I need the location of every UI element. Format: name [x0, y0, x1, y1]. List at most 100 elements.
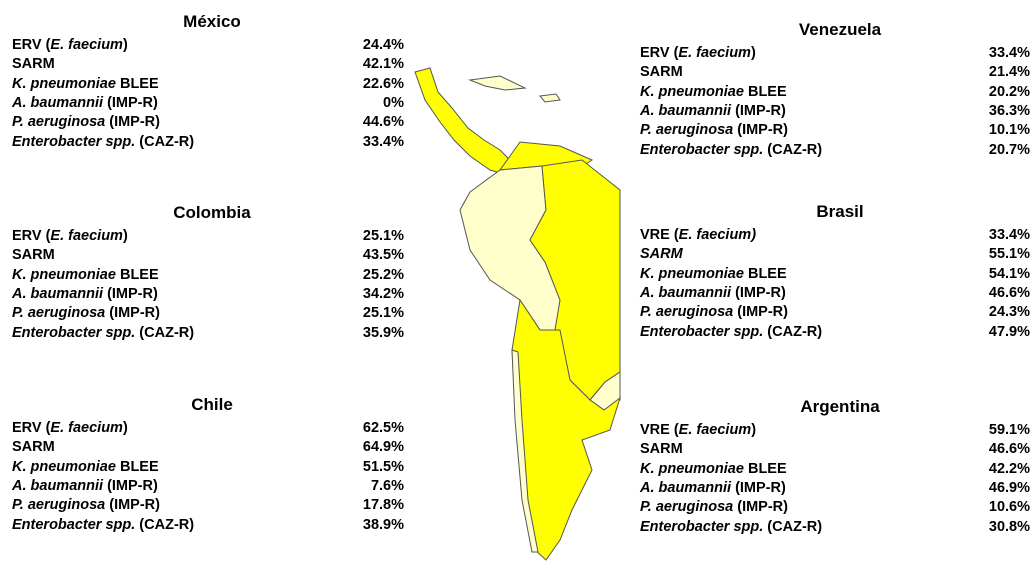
- label-part: E. faecium: [50, 420, 123, 436]
- label-part: K. pneumoniae: [640, 265, 744, 282]
- country-title: Chile: [191, 395, 233, 414]
- organism-label: SARM: [640, 64, 683, 80]
- label-part: SARM: [12, 439, 55, 456]
- organism-label: SARM: [640, 246, 683, 262]
- resistance-value: 54.1%: [988, 265, 1030, 282]
- label-part: E. faecium): [678, 227, 757, 243]
- organism-label: Enterobacter spp. (CAZ-R): [640, 519, 822, 535]
- resistance-value: 25.1%: [362, 305, 404, 322]
- label-part: A. baumannii: [12, 94, 104, 111]
- label-part: P. aeruginosa: [12, 305, 106, 322]
- resistance-value: 42.1%: [362, 56, 404, 73]
- resistance-row: P. aeruginosa (IMP-R) 24.3%: [640, 303, 1030, 322]
- resistance-value: 24.3%: [988, 304, 1030, 321]
- organism-label: Enterobacter spp. (CAZ-R): [640, 142, 822, 158]
- label-part: (IMP-R): [731, 284, 786, 301]
- label-part: K. pneumoniae: [12, 458, 116, 475]
- resistance-value: 24.4%: [362, 37, 404, 53]
- resistance-value: 35.9%: [362, 324, 404, 341]
- label-part: A. baumannii: [640, 284, 732, 301]
- island: [539, 93, 561, 103]
- label-part: Enterobacter spp.: [640, 141, 764, 158]
- organism-label: K. pneumoniae BLEE: [12, 76, 159, 92]
- label-part: SARM: [640, 246, 683, 263]
- country-title: Colombia: [173, 203, 251, 222]
- label-part: ): [122, 37, 128, 53]
- resistance-value: 33.4%: [988, 227, 1030, 243]
- organism-label: P. aeruginosa (IMP-R): [640, 122, 788, 138]
- label-part: SARM: [12, 247, 55, 264]
- resistance-row: A. baumannii (IMP-R) 46.9%: [640, 479, 1030, 498]
- label-part: P. aeruginosa: [640, 499, 734, 516]
- label-part: (IMP-R): [103, 285, 158, 302]
- resistance-value: 20.2%: [988, 83, 1030, 100]
- resistance-row: K. pneumoniae BLEE 51.5%: [12, 458, 404, 477]
- label-part: K. pneumoniae: [640, 460, 744, 477]
- resistance-row: SARM 43.5%: [12, 246, 404, 265]
- label-part: ): [122, 420, 128, 436]
- label-part: E. faecium: [50, 37, 123, 53]
- resistance-row: SARM 42.1%: [12, 55, 404, 74]
- label-part: (IMP-R): [733, 304, 788, 321]
- label-part: (CAZ-R): [135, 133, 195, 150]
- resistance-value: 38.9%: [362, 516, 404, 533]
- resistance-row: SARM 55.1%: [640, 245, 1030, 264]
- resistance-value: 33.4%: [362, 133, 404, 150]
- organism-label: P. aeruginosa (IMP-R): [12, 305, 160, 321]
- resistance-value: 17.8%: [362, 497, 404, 514]
- organism-label: A. baumannii (IMP-R): [640, 285, 786, 301]
- label-part: P. aeruginosa: [12, 114, 106, 131]
- organism-label: K. pneumoniae BLEE: [640, 266, 787, 282]
- organism-label: Enterobacter spp. (CAZ-R): [12, 517, 194, 533]
- label-part: (IMP-R): [105, 305, 160, 322]
- resistance-row: SARM 21.4%: [640, 63, 1030, 82]
- resistance-value: 46.6%: [988, 441, 1030, 458]
- resistance-row: K. pneumoniae BLEE 54.1%: [640, 265, 1030, 284]
- resistance-row: K. pneumoniae BLEE 20.2%: [640, 83, 1030, 102]
- resistance-row: Enterobacter spp. (CAZ-R) 20.7%: [640, 141, 1030, 160]
- label-part: (IMP-R): [105, 497, 160, 514]
- organism-label: Enterobacter spp. (CAZ-R): [12, 134, 194, 150]
- label-part: SARM: [12, 56, 55, 73]
- resistance-row: K. pneumoniae BLEE 42.2%: [640, 460, 1030, 479]
- label-part: P. aeruginosa: [640, 122, 734, 139]
- label-part: (IMP-R): [733, 499, 788, 516]
- label-part: BLEE: [115, 266, 159, 283]
- label-part: E. faecium: [678, 422, 752, 438]
- resistance-value: 51.5%: [362, 458, 404, 475]
- organism-label: VRE (E. faecium): [640, 227, 756, 243]
- resistance-row: ERV (E. faecium) 62.5%: [12, 419, 404, 438]
- resistance-value: 22.6%: [362, 75, 404, 92]
- organism-label: VRE (E. faecium): [640, 422, 756, 438]
- resistance-row: P. aeruginosa (IMP-R) 17.8%: [12, 496, 404, 515]
- organism-label: K. pneumoniae BLEE: [12, 267, 159, 283]
- organism-label: SARM: [12, 247, 55, 263]
- label-part: (CAZ-R): [135, 324, 195, 341]
- organism-label: ERV (E. faecium): [12, 420, 128, 436]
- label-part: (CAZ-R): [763, 518, 823, 535]
- label-part: E. faecium: [50, 228, 123, 244]
- country-title: México: [183, 12, 241, 31]
- resistance-row: A. baumannii (IMP-R) 46.6%: [640, 284, 1030, 303]
- label-part: (CAZ-R): [763, 323, 823, 340]
- resistance-row: ERV (E. faecium) 24.4%: [12, 36, 404, 55]
- resistance-row: VRE (E. faecium) 59.1%: [640, 421, 1030, 440]
- organism-label: P. aeruginosa (IMP-R): [640, 499, 788, 515]
- organism-label: P. aeruginosa (IMP-R): [640, 304, 788, 320]
- resistance-value: 44.6%: [362, 114, 404, 131]
- label-part: Enterobacter spp.: [640, 323, 764, 340]
- country-title: Venezuela: [798, 20, 882, 39]
- resistance-row: SARM 64.9%: [12, 438, 404, 457]
- organism-label: SARM: [640, 441, 683, 457]
- organism-label: K. pneumoniae BLEE: [640, 84, 787, 100]
- organism-label: A. baumannii (IMP-R): [640, 480, 786, 496]
- label-part: BLEE: [115, 458, 159, 475]
- resistance-value: 25.1%: [362, 228, 404, 244]
- organism-label: A. baumannii (IMP-R): [12, 478, 158, 494]
- resistance-row: ERV (E. faecium) 33.4%: [640, 44, 1030, 63]
- label-part: ): [122, 228, 128, 244]
- label-part: SARM: [640, 64, 683, 81]
- resistance-row: P. aeruginosa (IMP-R) 25.1%: [12, 304, 404, 323]
